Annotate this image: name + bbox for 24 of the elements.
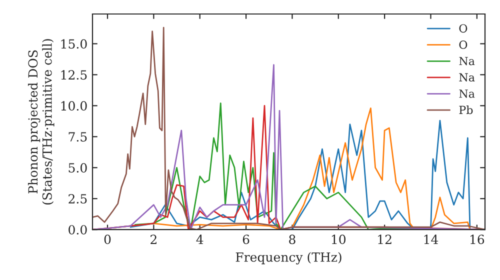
- x-tick-label: 8: [289, 234, 296, 244]
- y-tick-label: 12.5: [61, 70, 87, 80]
- x-axis-title: Frequency (THz): [236, 252, 342, 264]
- legend-label: Na: [459, 56, 475, 66]
- x-tick-label: 6: [242, 234, 250, 244]
- y-tick-label: 7.5: [68, 132, 87, 142]
- legend-label: Pb: [459, 106, 473, 114]
- x-tick-label: 4: [196, 234, 204, 244]
- y-tick-label: 10.0: [61, 101, 87, 111]
- x-tick-label: 2: [150, 234, 156, 244]
- y-tick-label: 2.5: [68, 194, 87, 204]
- y-tick-label: 5.0: [68, 163, 87, 173]
- legend-label: O: [459, 40, 468, 49]
- y-tick-label: 0.0: [68, 225, 87, 235]
- x-tick-label: 14: [424, 234, 438, 244]
- legend-label: O: [459, 24, 468, 33]
- x-tick-label: 10: [332, 234, 346, 244]
- x-tick-label: 12: [378, 234, 392, 244]
- legend-label: Na: [459, 73, 475, 82]
- y-axis-title: Phonon projected DOS (States/THz·primitive cell): [28, 39, 54, 204]
- legend-label: Na: [459, 90, 475, 98]
- x-tick-label: 16: [470, 234, 484, 244]
- y-tick-label: 15.0: [61, 39, 87, 49]
- x-tick-label: 0: [104, 234, 111, 244]
